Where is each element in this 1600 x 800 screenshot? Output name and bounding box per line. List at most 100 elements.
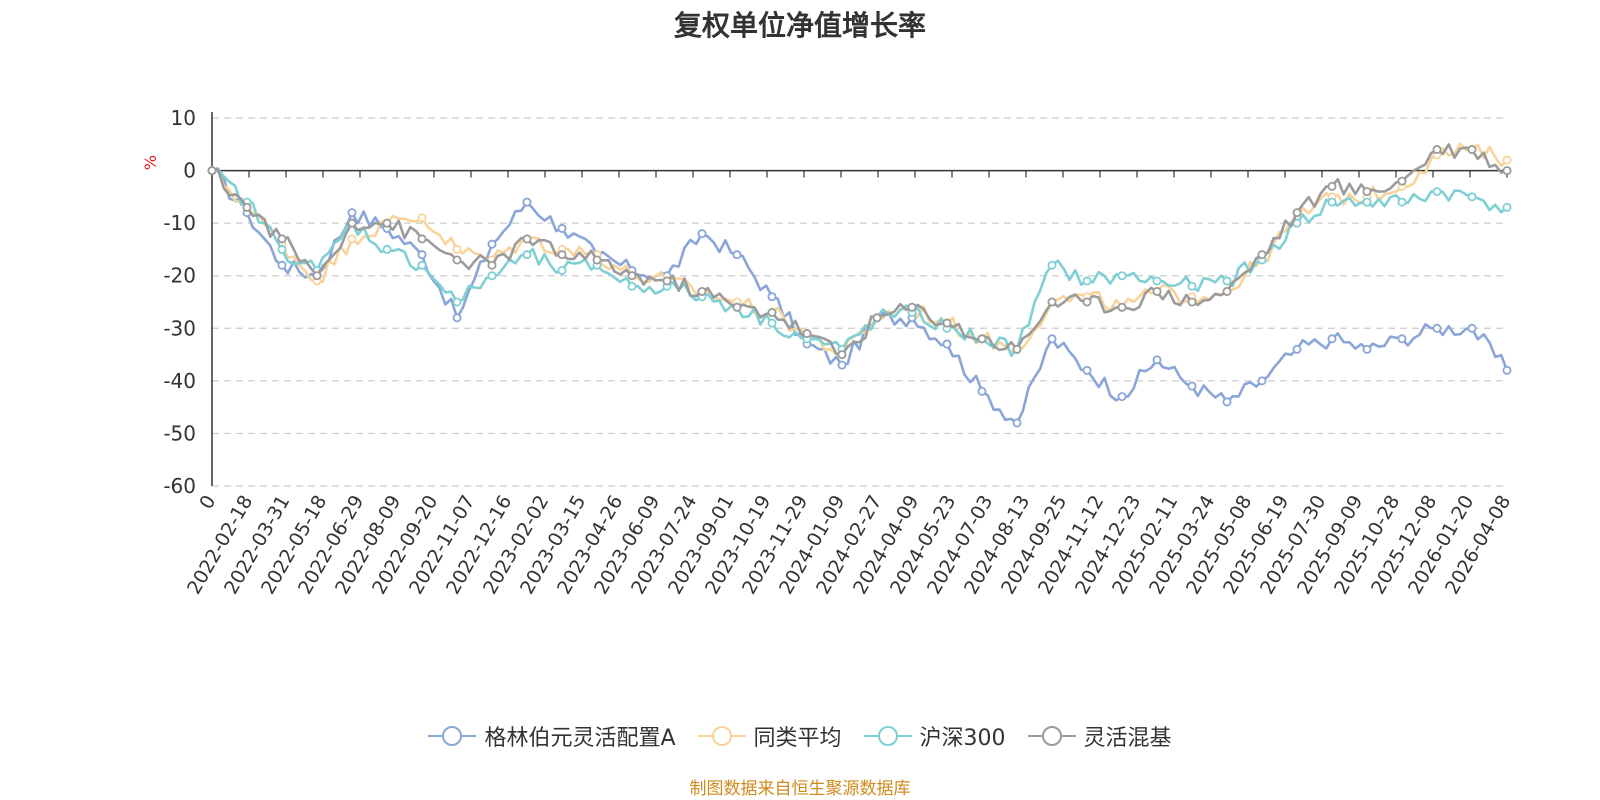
data-point	[382, 218, 392, 228]
series-line	[211, 142, 1508, 356]
data-point	[207, 166, 217, 176]
data-point	[1152, 286, 1162, 296]
data-point	[417, 260, 427, 270]
data-point	[1467, 192, 1477, 202]
data-point	[732, 302, 742, 312]
data-point	[452, 297, 462, 307]
data-point	[662, 276, 672, 286]
data-point	[417, 250, 427, 260]
data-point	[1187, 381, 1197, 391]
data-point	[487, 239, 497, 249]
data-point	[1012, 344, 1022, 354]
data-point	[382, 244, 392, 254]
legend-item[interactable]: 沪深300	[863, 720, 1006, 752]
data-point	[1222, 397, 1232, 407]
data-point	[347, 208, 357, 218]
data-point	[1327, 334, 1337, 344]
data-point	[452, 313, 462, 323]
data-point	[522, 234, 532, 244]
data-point	[1047, 260, 1057, 270]
data-point	[277, 234, 287, 244]
data-point	[1362, 197, 1372, 207]
data-point	[1502, 365, 1512, 375]
data-point	[1397, 176, 1407, 186]
data-point	[1397, 197, 1407, 207]
data-point	[907, 302, 917, 312]
legend-item[interactable]: 格林伯元灵活配置A	[428, 720, 676, 752]
data-point	[1082, 297, 1092, 307]
data-point	[767, 292, 777, 302]
data-point	[837, 360, 847, 370]
data-point	[1502, 166, 1512, 176]
data-point	[872, 313, 882, 323]
y-tick-label: 0	[183, 159, 196, 183]
legend-label: 格林伯元灵活配置A	[484, 726, 676, 751]
data-point	[1152, 355, 1162, 365]
series-line	[211, 167, 1508, 357]
data-point	[732, 250, 742, 260]
data-point	[1432, 187, 1442, 197]
data-point	[522, 197, 532, 207]
data-point	[1187, 281, 1197, 291]
legend-item[interactable]: 同类平均	[697, 720, 842, 752]
legend-label: 灵活混基	[1083, 726, 1172, 751]
y-tick-label: -10	[163, 211, 196, 235]
y-axis-label: %	[141, 155, 160, 170]
data-point	[627, 281, 637, 291]
legend-line-circle-icon	[428, 726, 477, 746]
data-point	[417, 213, 427, 223]
data-point	[347, 218, 357, 228]
chart-title: 复权单位净值增长率	[673, 9, 926, 42]
data-point	[592, 255, 602, 265]
data-point	[627, 271, 637, 281]
data-point	[277, 244, 287, 254]
data-point	[697, 286, 707, 296]
data-point	[697, 229, 707, 239]
data-point	[942, 339, 952, 349]
y-tick-label: -40	[163, 369, 196, 393]
data-point	[1502, 155, 1512, 165]
legend: 格林伯元灵活配置A 同类平均 沪深300 灵活混基	[0, 720, 1600, 752]
data-point	[977, 334, 987, 344]
data-point	[557, 250, 567, 260]
data-point	[1467, 145, 1477, 155]
data-point	[312, 271, 322, 281]
data-point	[1292, 208, 1302, 218]
data-point	[1117, 392, 1127, 402]
data-point	[557, 223, 567, 233]
legend-label: 沪深300	[919, 726, 1006, 751]
data-point	[942, 318, 952, 328]
data-point	[1327, 181, 1337, 191]
data-point	[1292, 344, 1302, 354]
data-point	[487, 271, 497, 281]
y-tick-label: -30	[163, 316, 196, 340]
data-point	[1362, 187, 1372, 197]
data-point	[767, 308, 777, 318]
data-point	[1397, 334, 1407, 344]
data-point	[242, 202, 252, 212]
data-point	[1152, 276, 1162, 286]
data-point	[557, 265, 567, 275]
x-tick-label: 0	[195, 492, 220, 513]
data-point	[1362, 344, 1372, 354]
legend-line-circle-icon	[863, 726, 912, 746]
data-point	[1012, 418, 1022, 428]
y-tick-label: -50	[163, 421, 196, 445]
data-point	[1257, 250, 1267, 260]
data-point	[1257, 376, 1267, 386]
data-point	[1327, 197, 1337, 207]
data-point	[977, 386, 987, 396]
legend-line-circle-icon	[1027, 726, 1076, 746]
legend-item[interactable]: 灵活混基	[1027, 720, 1172, 752]
y-tick-label: -20	[163, 264, 196, 288]
data-point	[1467, 323, 1477, 333]
y-tick-label: 10	[171, 106, 196, 130]
data-point	[1117, 271, 1127, 281]
data-point	[1082, 365, 1092, 375]
data-point	[1432, 323, 1442, 333]
data-point	[1047, 334, 1057, 344]
data-point	[767, 318, 777, 328]
legend-line-circle-icon	[697, 726, 746, 746]
data-point	[452, 255, 462, 265]
